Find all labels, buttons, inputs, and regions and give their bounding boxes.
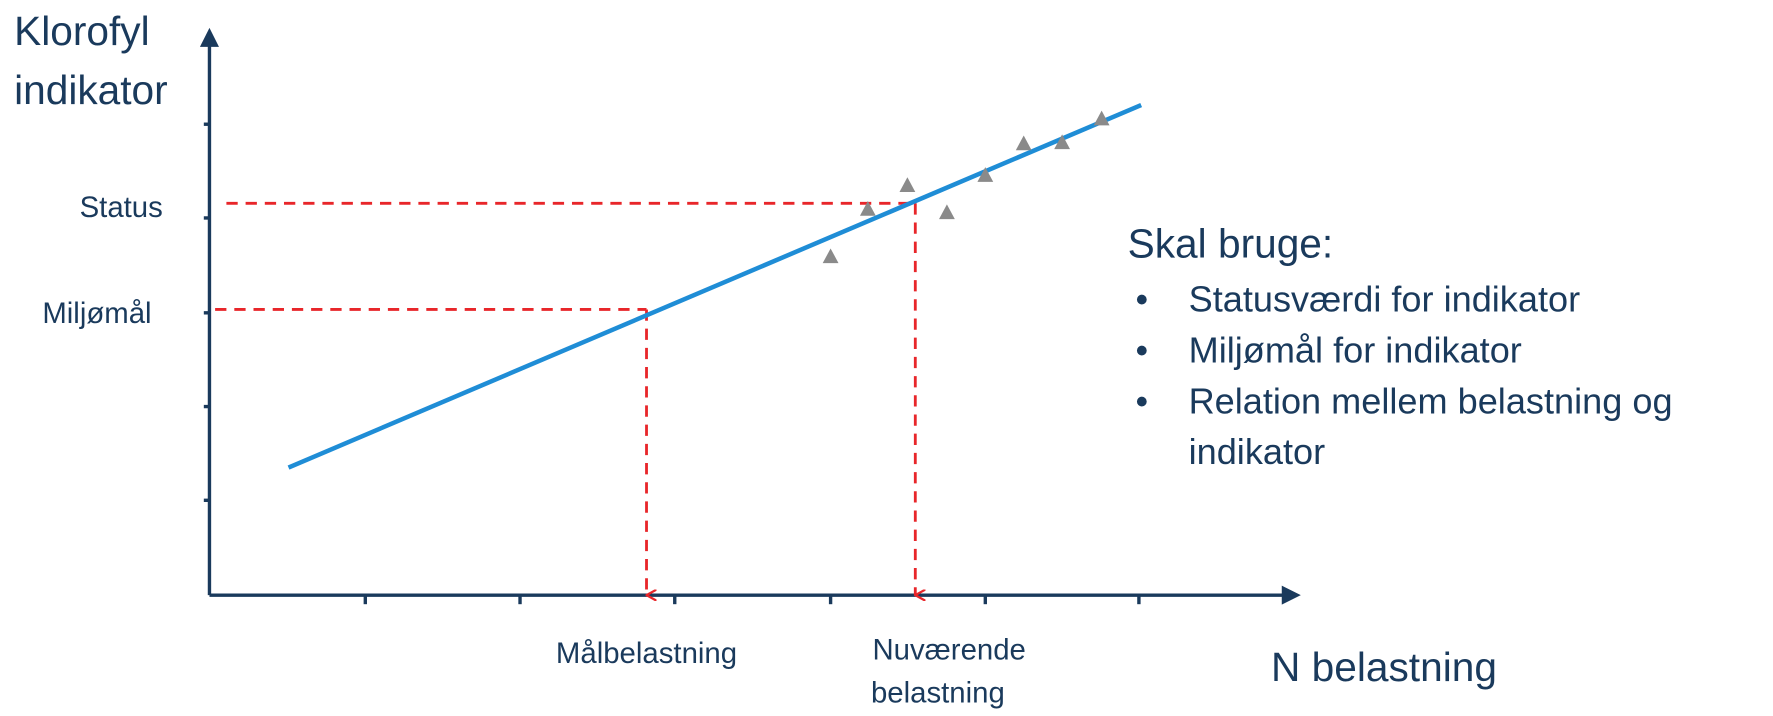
note-item: indikator xyxy=(1189,431,1326,472)
y-arrow xyxy=(199,27,219,47)
load-label: belastning xyxy=(871,676,1005,709)
x-arrow xyxy=(1281,585,1301,605)
note-item: Statusværdi for indikator xyxy=(1189,279,1581,320)
y-label: Klorofyl xyxy=(14,8,150,54)
bullet: • xyxy=(1136,279,1149,320)
bullet: • xyxy=(1136,330,1149,371)
guides xyxy=(215,201,915,595)
y-ticks xyxy=(203,122,210,502)
bullet: • xyxy=(1136,380,1149,421)
x-label: N belastning xyxy=(1271,644,1497,690)
y-label: indikator xyxy=(14,67,168,113)
notes-list: • Statusværdi for indikator • Miljømål for … xyxy=(1136,279,1673,472)
level-label: Miljømål xyxy=(42,297,151,330)
level-label: Status xyxy=(80,191,163,224)
regression-line xyxy=(287,102,1143,470)
load-label: Nuværende xyxy=(872,634,1025,667)
note-item: Miljømål for indikator xyxy=(1189,330,1522,371)
notes-title: Skal bruge: xyxy=(1128,220,1334,266)
x-ticks xyxy=(363,595,1141,605)
axes xyxy=(199,27,1301,605)
observations xyxy=(822,110,1110,264)
note-item: Relation mellem belastning og xyxy=(1189,380,1673,421)
load-label: Målbelastning xyxy=(556,637,737,670)
